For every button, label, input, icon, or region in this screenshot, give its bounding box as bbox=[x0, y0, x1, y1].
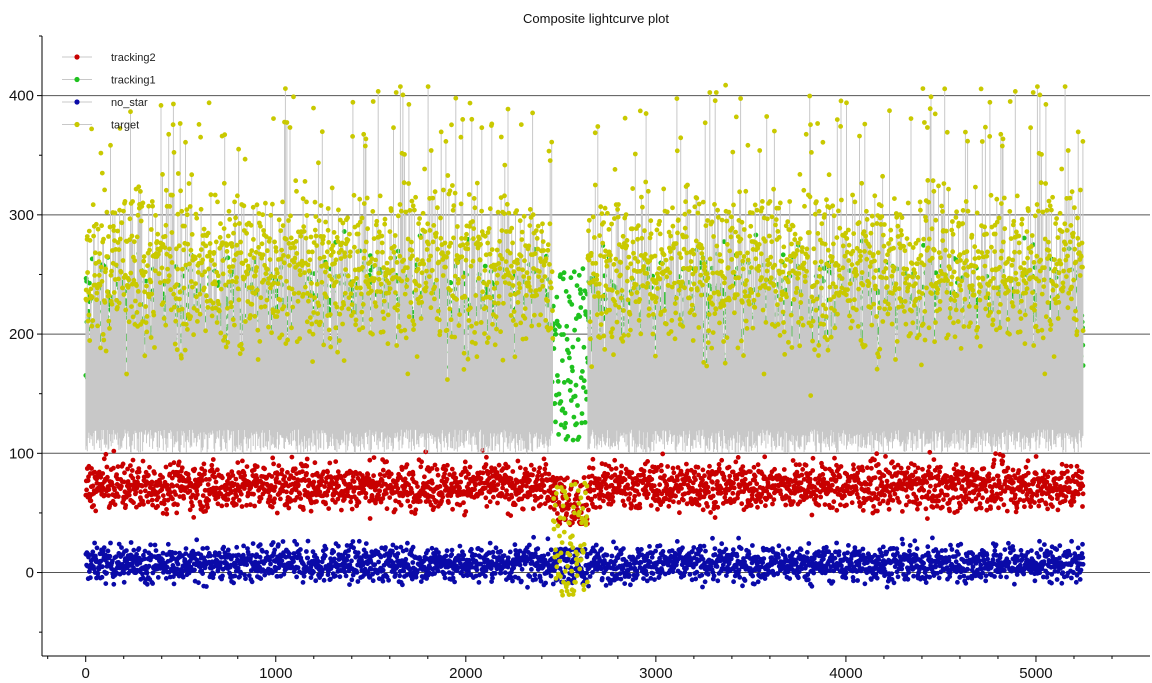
series-tracking2-points bbox=[83, 447, 1086, 528]
series-target bbox=[83, 82, 1086, 598]
legend-marker bbox=[74, 99, 80, 105]
series-target-lines bbox=[85, 86, 1084, 454]
series-tracking1 bbox=[83, 229, 1086, 443]
y-tick-label: 0 bbox=[26, 565, 34, 582]
legend-item-tracking1: tracking1 bbox=[62, 75, 156, 87]
y-tick-label: 300 bbox=[9, 207, 34, 224]
legend-item-no_star: no_star bbox=[62, 97, 148, 109]
legend-label: tracking2 bbox=[111, 52, 156, 64]
series-tracking1-points bbox=[83, 229, 1086, 443]
x-tick-label: 5000 bbox=[1019, 665, 1052, 682]
series-target-points bbox=[83, 82, 1086, 598]
legend-marker bbox=[74, 121, 80, 128]
series-no_star-points bbox=[83, 534, 1086, 590]
x-tick-label: 0 bbox=[82, 665, 90, 682]
data-points bbox=[83, 82, 1086, 598]
legend-item-target: target bbox=[62, 120, 139, 132]
series-tracking2 bbox=[83, 447, 1086, 528]
y-tick-label: 400 bbox=[9, 88, 34, 105]
chart-title: Composite lightcurve plot bbox=[523, 11, 669, 26]
legend-marker bbox=[74, 54, 80, 60]
legend-item-tracking2: tracking2 bbox=[62, 52, 156, 64]
legend-marker bbox=[74, 76, 80, 83]
x-tick-label: 4000 bbox=[829, 665, 862, 682]
y-tick-label: 100 bbox=[9, 445, 34, 462]
legend-label: target bbox=[111, 120, 139, 132]
x-tick-label: 1000 bbox=[259, 665, 292, 682]
legend-label: no_star bbox=[111, 97, 148, 109]
x-tick-label: 3000 bbox=[639, 665, 672, 682]
y-tick-label: 200 bbox=[9, 326, 34, 343]
series-no_star bbox=[83, 534, 1086, 590]
legend-label: tracking1 bbox=[111, 75, 156, 87]
x-tick-label: 2000 bbox=[449, 665, 482, 682]
